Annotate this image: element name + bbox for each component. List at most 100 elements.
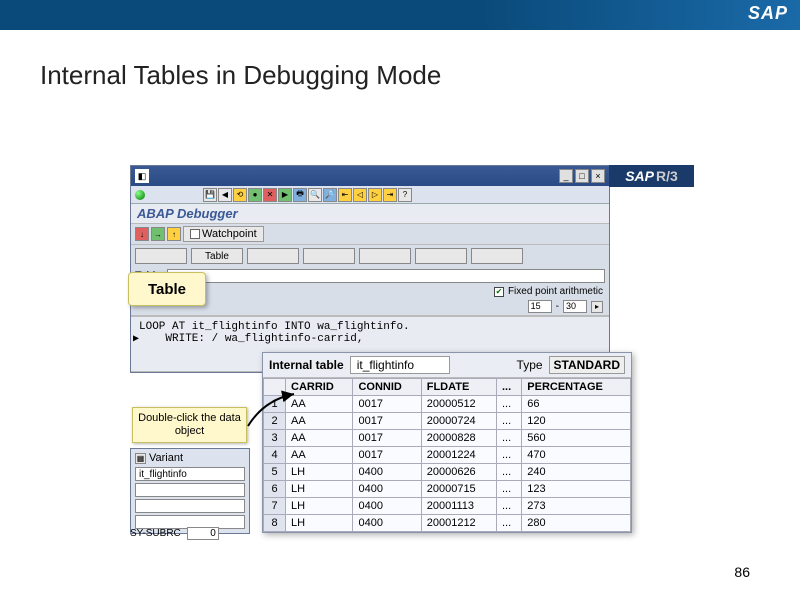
table-name-input[interactable] [167,269,605,283]
close-icon[interactable]: × [591,169,605,183]
first-icon[interactable]: ⇤ [338,188,352,202]
save-icon[interactable]: 💾 [203,188,217,202]
cell: 20000724 [421,413,496,430]
cell: 7 [264,498,286,515]
fixed-point-checkbox[interactable]: ✔ [494,287,504,297]
cell: 5 [264,464,286,481]
next-icon[interactable]: ▷ [368,188,382,202]
titlebar: ◧ _ □ × [131,166,609,186]
findnext-icon[interactable]: 🔎 [323,188,337,202]
tab-6[interactable] [415,248,467,264]
step-out-icon[interactable]: ↑ [167,227,181,241]
sy-subrc-label: SY-SUBRC [130,528,181,539]
toolbar2: ↓ → ↑ Watchpoint [131,224,609,245]
code-line-1: LOOP AT it_flightinfo INTO wa_flightinfo… [139,321,410,333]
cell: 20000828 [421,430,496,447]
cell: ... [496,515,521,532]
minimize-icon[interactable]: _ [559,169,573,183]
find-icon[interactable]: 🔍 [308,188,322,202]
tab-1[interactable] [135,248,187,264]
cell: 470 [522,447,631,464]
cell: 0017 [353,396,421,413]
continue-icon[interactable]: ▶ [278,188,292,202]
maximize-icon[interactable]: □ [575,169,589,183]
callout-hint: Double-click the data object [132,407,247,443]
cell: 66 [522,396,631,413]
cell: LH [286,515,353,532]
table-row[interactable]: 6LH040020000715...123 [264,481,631,498]
tab-row: Table [131,245,609,267]
cell: 240 [522,464,631,481]
step-over-icon[interactable]: → [151,227,165,241]
internal-table-name[interactable]: it_flightinfo [350,356,450,374]
cell: 280 [522,515,631,532]
variant-value-3[interactable] [135,499,245,513]
cell: ... [496,464,521,481]
cell: 20000512 [421,396,496,413]
variant-header: ▦ Variant [133,451,247,465]
cancel-icon[interactable]: ✕ [263,188,277,202]
variant-value-1[interactable]: it_flightinfo [135,467,245,481]
table-row[interactable]: 8LH040020001212...280 [264,515,631,532]
cell: 0400 [353,481,421,498]
type-value: STANDARD [549,356,625,374]
col-header[interactable]: PERCENTAGE [522,379,631,396]
variant-label: Variant [149,452,183,464]
cell: 20000715 [421,481,496,498]
range-go-icon[interactable]: ▸ [591,301,603,313]
table-row[interactable]: 7LH040020001113...273 [264,498,631,515]
table-row[interactable]: 5LH040020000626...240 [264,464,631,481]
tab-5[interactable] [359,248,411,264]
window-controls: _ □ × [559,169,605,183]
table-row[interactable]: 2AA001720000724...120 [264,413,631,430]
tab-7[interactable] [471,248,523,264]
system-menu-icon[interactable]: ◧ [135,169,149,183]
print-icon[interactable]: 🖶 [293,188,307,202]
variant-icon[interactable]: ▦ [135,453,146,464]
table-row[interactable]: 1AA001720000512...66 [264,396,631,413]
sap-brand-suffix: R/3 [656,168,678,184]
range-from-input[interactable]: 15 [528,300,552,313]
help-icon[interactable]: ? [398,188,412,202]
watchpoint-tab[interactable]: Watchpoint [183,226,264,242]
range-dash: - [556,301,559,312]
cell: ... [496,430,521,447]
ok-indicator-icon[interactable] [135,190,145,200]
tab-3[interactable] [247,248,299,264]
tab-table[interactable]: Table [191,248,243,264]
toolbar: 💾 ◀ ⟲ ● ✕ ▶ 🖶 🔍 🔎 ⇤ ◁ ▷ ⇥ ? [203,188,412,202]
cell: 0017 [353,413,421,430]
execute-icon[interactable]: ● [248,188,262,202]
cell: ... [496,413,521,430]
internal-table-label: Internal table [269,358,344,372]
watchpoint-label: Watchpoint [202,228,257,240]
hint-arrow-icon [244,390,304,430]
sy-subrc-value: 0 [187,527,219,540]
cell: 3 [264,430,286,447]
cell: 0400 [353,464,421,481]
col-header[interactable]: ... [496,379,521,396]
variant-value-2[interactable] [135,483,245,497]
tab-4[interactable] [303,248,355,264]
table-row[interactable]: 3AA001720000828...560 [264,430,631,447]
last-icon[interactable]: ⇥ [383,188,397,202]
exit-icon[interactable]: ⟲ [233,188,247,202]
cell: LH [286,481,353,498]
cell: ... [496,396,521,413]
cell: LH [286,464,353,481]
cell: 0400 [353,498,421,515]
step-into-icon[interactable]: ↓ [135,227,149,241]
code-line-2: WRITE: / wa_flightinfo-carrid, [139,333,363,345]
table-row[interactable]: 4AA001720001224...470 [264,447,631,464]
prev-icon[interactable]: ◁ [353,188,367,202]
cell: 0400 [353,515,421,532]
col-header[interactable]: CONNID [353,379,421,396]
sy-subrc-row: SY-SUBRC 0 [130,527,219,540]
cell: 8 [264,515,286,532]
col-header[interactable]: FLDATE [421,379,496,396]
type-label: Type [517,358,543,372]
back-icon[interactable]: ◀ [218,188,232,202]
cell: 20000626 [421,464,496,481]
document-icon [190,229,200,239]
range-to-input[interactable]: 30 [563,300,587,313]
